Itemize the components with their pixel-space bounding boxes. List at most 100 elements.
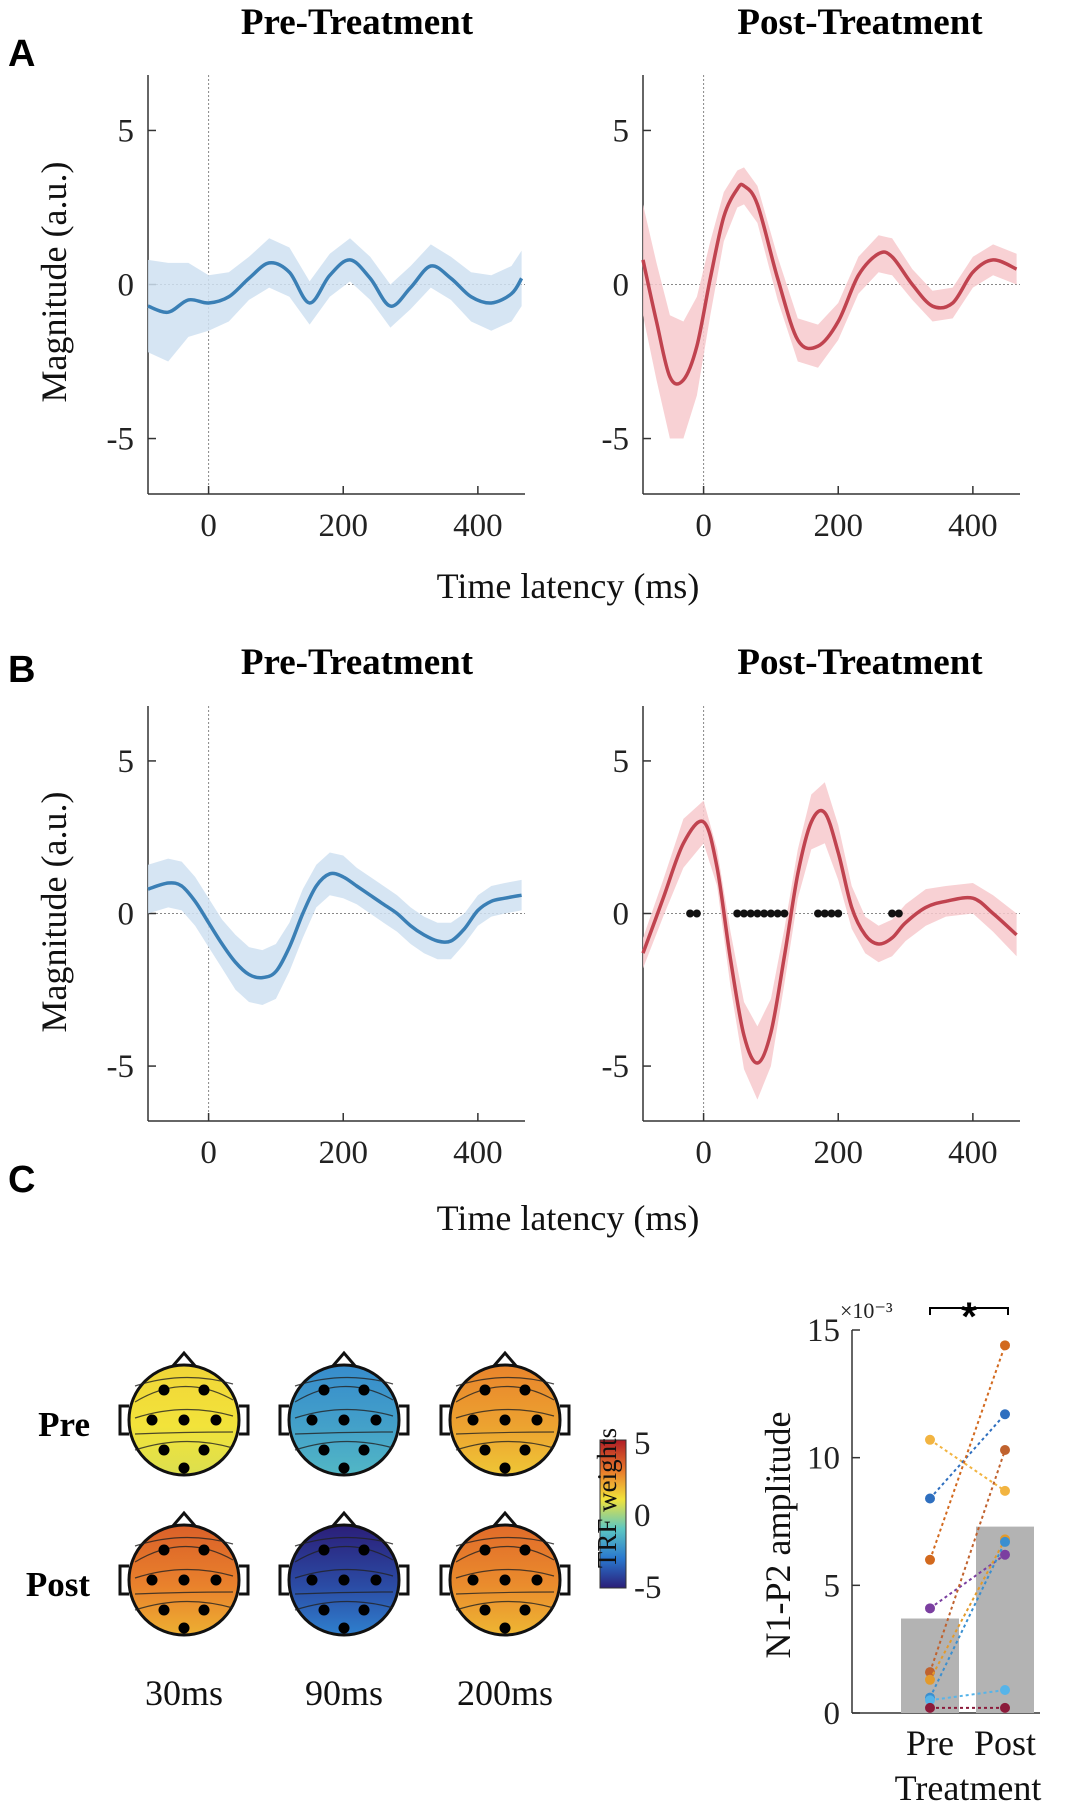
subject-point-pre	[925, 1603, 935, 1614]
subject-line	[929, 1413, 1006, 1500]
topo-contour	[455, 1536, 555, 1547]
topo-electrode	[338, 1574, 350, 1586]
n1p2-bar-chart: N1-P2 amplitude Treatment ×10⁻³ * 0 5 10 15…	[758, 1295, 1041, 1805]
topo-left-ear	[439, 1564, 450, 1596]
panel-b-ylabel: Magnitude (a.u.)	[34, 792, 74, 1033]
topo-electrode	[499, 1414, 511, 1426]
topo-contour	[455, 1440, 555, 1451]
b-post-significance-marker	[814, 909, 823, 918]
topo-contour	[455, 1600, 555, 1611]
colorbar-tick-0: 0	[634, 1498, 651, 1534]
a-post-confidence-band	[643, 167, 1017, 439]
subject-point-post	[1000, 1536, 1010, 1547]
b-post-series-line	[641, 808, 1018, 1065]
topo-electrode	[338, 1622, 350, 1634]
topo-contour	[294, 1431, 394, 1435]
panel-b-post-plot: Post-Treatment 0 200 400 -5 0 5	[602, 642, 1020, 1171]
topo-electrode	[519, 1384, 531, 1396]
topo-electrode	[479, 1384, 491, 1396]
topo-nose	[491, 1350, 519, 1368]
topo-contour	[455, 1545, 555, 1563]
bar-ytick-label: 15	[807, 1313, 840, 1349]
subject-point-post	[1000, 1485, 1010, 1496]
b-post-xtick-label: 0	[695, 1135, 712, 1171]
topo-contour	[134, 1545, 234, 1563]
subject-point-pre	[925, 1667, 935, 1678]
a-post-xtick-label: 400	[948, 508, 998, 544]
topo-contour	[455, 1431, 555, 1435]
b-post-xtick-label: 200	[813, 1135, 863, 1171]
b-post-significance-marker	[888, 909, 897, 918]
subject-point-pre	[925, 1695, 935, 1706]
a-pre-ytick-label: -5	[107, 422, 135, 458]
b-post-significance-marker	[746, 909, 755, 918]
b-post-ytick-label: 5	[613, 744, 630, 780]
topo-contour	[294, 1545, 394, 1563]
subject-point-post	[1000, 1409, 1010, 1420]
topo-contour	[134, 1376, 234, 1387]
a-post-ytick-label: 0	[613, 268, 630, 304]
topo-electrode	[479, 1544, 491, 1556]
a-pre-xtick-label: 400	[453, 508, 503, 544]
a-post-xtick-label: 0	[695, 508, 712, 544]
topo-col-label-30ms: 30ms	[145, 1673, 223, 1713]
b-post-confidence-band	[643, 782, 1017, 1100]
a-pre-ytick-label: 0	[118, 268, 135, 304]
b-post-significance-marker	[773, 909, 782, 918]
topo-col-label-90ms: 90ms	[305, 1673, 383, 1713]
b-pre-ytick-label: -5	[107, 1049, 135, 1085]
colorbar: 5 0 -5 TRF weights	[592, 1426, 662, 1606]
topo-contour	[294, 1440, 394, 1451]
b-post-significance-marker	[766, 909, 775, 918]
b-post-significance-marker	[894, 909, 903, 918]
b-post-significance-marker	[686, 909, 695, 918]
significance-bracket	[929, 1307, 1009, 1315]
topo-contour	[294, 1408, 394, 1419]
topo-contour	[294, 1385, 394, 1403]
topo-left-ear	[278, 1564, 289, 1596]
topo-electrode	[146, 1574, 158, 1586]
topo-nose	[330, 1350, 358, 1368]
panel-b-pre-title: Pre-Treatment	[241, 642, 474, 683]
topo-right-ear	[239, 1564, 250, 1596]
a-pre-series-line	[147, 258, 524, 315]
topo-row-label-pre: Pre	[38, 1405, 90, 1444]
b-post-significance-marker	[834, 909, 843, 918]
topo-electrode	[210, 1574, 222, 1586]
b-post-significance-marker	[820, 909, 829, 918]
topo-electrode	[499, 1574, 511, 1586]
topo-electrode	[479, 1604, 491, 1616]
topo-contour	[134, 1568, 234, 1579]
b-pre-xtick-label: 0	[200, 1135, 217, 1171]
topo-contour	[455, 1408, 555, 1419]
panel-label-b: B	[8, 649, 35, 691]
topo-left-ear	[118, 1404, 129, 1436]
subject-line	[929, 1541, 1006, 1699]
subject-point-pre	[925, 1674, 935, 1685]
b-post-ytick-label: 0	[613, 897, 630, 933]
topo-contour	[455, 1591, 555, 1595]
panel-a-xlabel: Time latency (ms)	[437, 566, 700, 606]
topo-col-label-200ms: 200ms	[457, 1673, 553, 1713]
topo-electrode	[318, 1444, 330, 1456]
a-pre-xtick-label: 200	[318, 508, 368, 544]
bar-category-label: Pre	[906, 1723, 954, 1763]
panel-b-xlabel: Time latency (ms)	[437, 1198, 700, 1238]
topo-electrode	[158, 1444, 170, 1456]
panel-a-post-plot: Post-Treatment 0 200 400 -5 0 5	[602, 2, 1020, 544]
a-post-series-line	[641, 182, 1018, 386]
topo-contour	[455, 1385, 555, 1403]
topo-electrode	[370, 1414, 382, 1426]
topo-nose	[330, 1510, 358, 1528]
topo-electrode	[531, 1574, 543, 1586]
topo-contour	[294, 1591, 394, 1595]
topo-left-ear	[118, 1564, 129, 1596]
subject-point-pre	[925, 1702, 935, 1713]
topo-electrode	[198, 1604, 210, 1616]
b-post-significance-marker	[733, 909, 742, 918]
colorbar-tick-5: 5	[634, 1426, 651, 1462]
panel-a-pre-title: Pre-Treatment	[241, 2, 474, 43]
topo-electrode	[499, 1462, 511, 1474]
b-pre-xtick-label: 200	[318, 1135, 368, 1171]
